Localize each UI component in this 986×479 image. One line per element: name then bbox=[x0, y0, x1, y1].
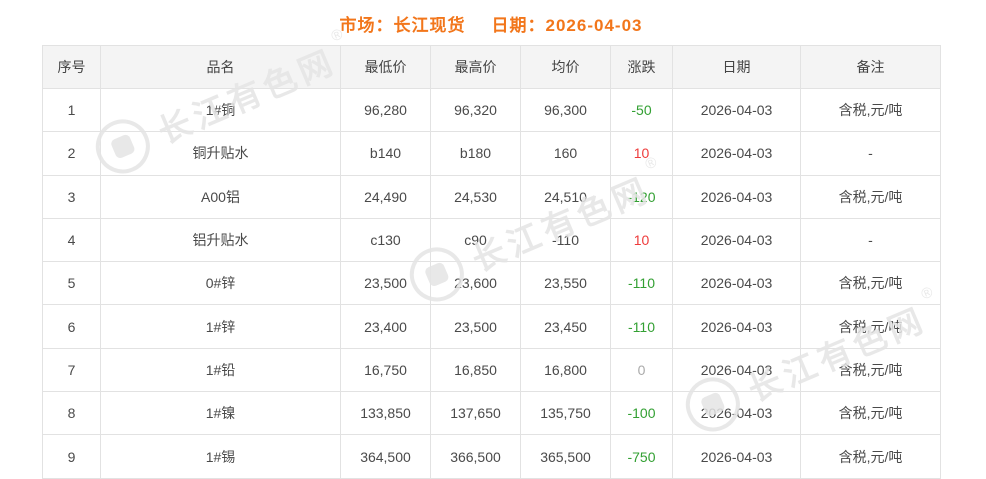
cell-date: 2026-04-03 bbox=[672, 217, 801, 263]
cell-remark: - bbox=[800, 217, 941, 263]
cell-remark: - bbox=[800, 131, 941, 176]
cell-name: 铜升贴水 bbox=[100, 131, 341, 176]
cell-no: 6 bbox=[42, 304, 101, 349]
cell-high: 16,850 bbox=[430, 347, 521, 393]
cell-change: -100 bbox=[610, 391, 673, 436]
cell-low: b140 bbox=[340, 131, 431, 176]
cell-low: 16,750 bbox=[340, 347, 431, 393]
cell-change: -110 bbox=[610, 304, 673, 349]
cell-high: 23,500 bbox=[430, 304, 521, 349]
col-header-change: 涨跌 bbox=[610, 45, 673, 89]
cell-change: -110 bbox=[610, 261, 673, 306]
cell-no: 7 bbox=[42, 347, 101, 393]
cell-remark: 含税,元/吨 bbox=[800, 434, 941, 479]
cell-remark: 含税,元/吨 bbox=[800, 261, 941, 306]
cell-low: c130 bbox=[340, 217, 431, 263]
col-header-no: 序号 bbox=[42, 45, 101, 89]
cell-high: b180 bbox=[430, 131, 521, 176]
cell-avg: 160 bbox=[520, 131, 611, 176]
table-row: 5 0#锌 23,500 23,600 23,550 -110 2026-04-03 含税,元… bbox=[42, 261, 941, 306]
date-value: 2026-04-03 bbox=[545, 16, 643, 35]
table-row: 2 铜升贴水 b140 b180 160 10 2026-04-03- bbox=[42, 131, 941, 176]
price-table: 序号 品名 最低价 最高价 均价 涨跌 日期 备注 1 1#铜 96,280 96,3… bbox=[42, 45, 941, 479]
col-header-high: 最高价 bbox=[430, 45, 521, 89]
cell-no: 5 bbox=[42, 261, 101, 306]
cell-high: 137,650 bbox=[430, 391, 521, 436]
date-label: 日期： bbox=[491, 16, 546, 35]
col-header-avg: 均价 bbox=[520, 45, 611, 89]
cell-no: 4 bbox=[42, 217, 101, 263]
cell-date: 2026-04-03 bbox=[672, 391, 801, 436]
table-header-row: 序号 品名 最低价 最高价 均价 涨跌 日期 备注 bbox=[42, 45, 941, 89]
col-header-name: 品名 bbox=[100, 45, 341, 89]
cell-date: 2026-04-03 bbox=[672, 131, 801, 176]
cell-name: 1#锡 bbox=[100, 434, 341, 479]
cell-high: 24,530 bbox=[430, 174, 521, 219]
cell-date: 2026-04-03 bbox=[672, 347, 801, 393]
table-row: 4 铝升贴水 c130 c90 -110 10 2026-04-03- bbox=[42, 217, 941, 263]
cell-change: -750 bbox=[610, 434, 673, 479]
cell-remark: 含税,元/吨 bbox=[800, 347, 941, 393]
col-header-date: 日期 bbox=[672, 45, 801, 89]
cell-avg: 135,750 bbox=[520, 391, 611, 436]
cell-high: c90 bbox=[430, 217, 521, 263]
table-body: 1 1#铜 96,280 96,320 96,300 -50 2026-04-03 含税,元/… bbox=[42, 87, 941, 479]
cell-change: 10 bbox=[610, 217, 673, 263]
cell-date: 2026-04-03 bbox=[672, 304, 801, 349]
cell-avg: 23,450 bbox=[520, 304, 611, 349]
cell-remark: 含税,元/吨 bbox=[800, 304, 941, 349]
cell-change: -50 bbox=[610, 87, 673, 133]
cell-low: 23,500 bbox=[340, 261, 431, 306]
cell-high: 23,600 bbox=[430, 261, 521, 306]
cell-no: 3 bbox=[42, 174, 101, 219]
cell-change: -120 bbox=[610, 174, 673, 219]
market-label: 市场： bbox=[339, 16, 394, 35]
table-row: 1 1#铜 96,280 96,320 96,300 -50 2026-04-03 含税,元/… bbox=[42, 87, 941, 133]
cell-remark: 含税,元/吨 bbox=[800, 391, 941, 436]
market-value: 长江现货 bbox=[393, 16, 466, 35]
cell-high: 366,500 bbox=[430, 434, 521, 479]
cell-name: A00铝 bbox=[100, 174, 341, 219]
cell-remark: 含税,元/吨 bbox=[800, 87, 941, 133]
cell-name: 1#镍 bbox=[100, 391, 341, 436]
cell-no: 1 bbox=[42, 87, 101, 133]
cell-name: 1#锌 bbox=[100, 304, 341, 349]
col-header-low: 最低价 bbox=[340, 45, 431, 89]
cell-date: 2026-04-03 bbox=[672, 434, 801, 479]
cell-name: 1#铜 bbox=[100, 87, 341, 133]
cell-date: 2026-04-03 bbox=[672, 87, 801, 133]
table-row: 3 A00铝 24,490 24,530 24,510 -120 2026-04-03 含税,… bbox=[42, 174, 941, 219]
cell-avg: 16,800 bbox=[520, 347, 611, 393]
cell-remark: 含税,元/吨 bbox=[800, 174, 941, 219]
page-title: 市场：长江现货 日期：2026-04-03 bbox=[42, 11, 940, 36]
cell-avg: 24,510 bbox=[520, 174, 611, 219]
cell-low: 24,490 bbox=[340, 174, 431, 219]
cell-low: 23,400 bbox=[340, 304, 431, 349]
col-header-remark: 备注 bbox=[800, 45, 941, 89]
cell-name: 0#锌 bbox=[100, 261, 341, 306]
cell-no: 8 bbox=[42, 391, 101, 436]
table-row: 7 1#铅 16,750 16,850 16,800 0 2026-04-03 含税,元/吨 bbox=[42, 347, 941, 393]
cell-name: 1#铅 bbox=[100, 347, 341, 393]
cell-high: 96,320 bbox=[430, 87, 521, 133]
cell-change: 0 bbox=[610, 347, 673, 393]
cell-date: 2026-04-03 bbox=[672, 174, 801, 219]
cell-change: 10 bbox=[610, 131, 673, 176]
cell-no: 9 bbox=[42, 434, 101, 479]
table-row: 9 1#锡 364,500 366,500 365,500 -750 2026-04-03 含… bbox=[42, 434, 941, 479]
cell-avg: 365,500 bbox=[520, 434, 611, 479]
cell-no: 2 bbox=[42, 131, 101, 176]
cell-date: 2026-04-03 bbox=[672, 261, 801, 306]
cell-avg: 96,300 bbox=[520, 87, 611, 133]
cell-avg: -110 bbox=[520, 217, 611, 263]
cell-name: 铝升贴水 bbox=[100, 217, 341, 263]
cell-low: 364,500 bbox=[340, 434, 431, 479]
cell-avg: 23,550 bbox=[520, 261, 611, 306]
cell-low: 133,850 bbox=[340, 391, 431, 436]
table-row: 8 1#镍 133,850 137,650 135,750 -100 2026-04-03 含… bbox=[42, 391, 941, 436]
cell-low: 96,280 bbox=[340, 87, 431, 133]
table-row: 6 1#锌 23,400 23,500 23,450 -110 2026-04-03 含税,元… bbox=[42, 304, 941, 349]
